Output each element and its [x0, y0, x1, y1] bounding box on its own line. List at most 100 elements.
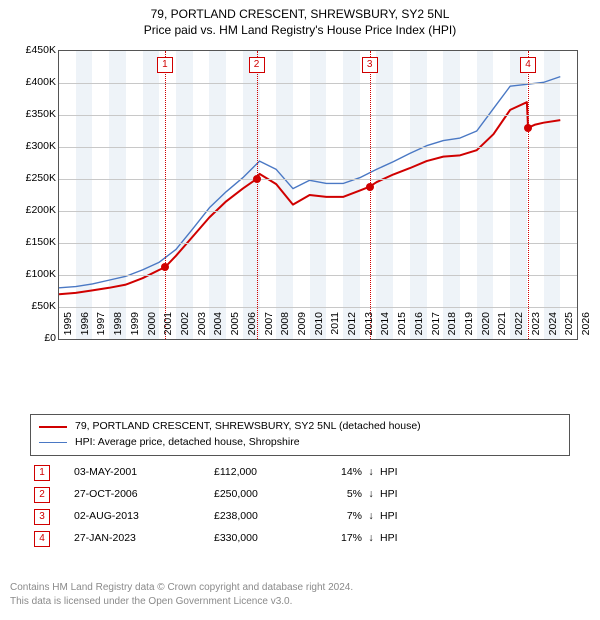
series-line-hpi — [59, 77, 560, 288]
x-axis-tick-label: 2010 — [313, 312, 325, 344]
gridline-h — [59, 307, 577, 308]
y-axis-tick-label: £450K — [10, 44, 56, 56]
transaction-marker-line — [165, 51, 166, 339]
x-axis-tick-label: 1995 — [62, 312, 74, 344]
x-axis-tick-label: 2022 — [513, 312, 525, 344]
x-axis-tick-label: 2026 — [580, 312, 592, 344]
transaction-hpi-label: HPI — [380, 507, 410, 527]
line-layer — [59, 51, 577, 339]
footer-attribution: Contains HM Land Registry data © Crown c… — [10, 581, 353, 608]
y-axis-tick-label: £350K — [10, 108, 56, 120]
x-axis-tick-label: 2021 — [496, 312, 508, 344]
y-axis-tick-label: £0 — [10, 332, 56, 344]
gridline-h — [59, 147, 577, 148]
transaction-marker-label: 2 — [249, 57, 265, 73]
x-axis-tick-label: 2024 — [547, 312, 559, 344]
legend-label: HPI: Average price, detached house, Shro… — [75, 435, 300, 451]
x-axis-tick-label: 2018 — [446, 312, 458, 344]
transaction-price: £250,000 — [214, 485, 314, 505]
transaction-marker-line — [370, 51, 371, 339]
transaction-index-badge: 4 — [34, 531, 50, 547]
transaction-date: 02-AUG-2013 — [74, 507, 214, 527]
x-axis-tick-label: 2017 — [430, 312, 442, 344]
y-axis-tick-label: £100K — [10, 268, 56, 280]
transaction-diff-pct: 5% — [314, 485, 362, 505]
y-axis-tick-label: £150K — [10, 236, 56, 248]
gridline-h — [59, 211, 577, 212]
footer-line1: Contains HM Land Registry data © Crown c… — [10, 581, 353, 595]
transaction-marker-line — [528, 51, 529, 339]
x-axis-tick-label: 2019 — [463, 312, 475, 344]
transaction-row: 2 27-OCT-2006£250,0005%↓HPI — [34, 484, 410, 506]
x-axis-tick-label: 2015 — [396, 312, 408, 344]
x-axis-tick-label: 2006 — [246, 312, 258, 344]
x-axis-tick-label: 1998 — [112, 312, 124, 344]
transaction-index-badge: 2 — [34, 487, 50, 503]
x-axis-tick-label: 2007 — [263, 312, 275, 344]
legend-swatch — [39, 442, 67, 443]
y-axis-tick-label: £250K — [10, 172, 56, 184]
transaction-row: 103-MAY-2001£112,00014%↓HPI — [34, 462, 410, 484]
transaction-diff-pct: 17% — [314, 529, 362, 549]
x-axis-tick-label: 2009 — [296, 312, 308, 344]
x-axis-tick-label: 2014 — [379, 312, 391, 344]
x-axis-tick-label: 2000 — [146, 312, 158, 344]
transaction-hpi-label: HPI — [380, 529, 410, 549]
transaction-index-badge: 1 — [34, 465, 50, 481]
x-axis-tick-label: 2013 — [363, 312, 375, 344]
plot-area: 1 2 3 4 — [58, 50, 578, 340]
x-axis-tick-label: 2011 — [329, 312, 341, 344]
chart-title-line1: 79, PORTLAND CRESCENT, SHREWSBURY, SY2 5… — [0, 6, 600, 22]
chart-title-line2: Price paid vs. HM Land Registry's House … — [0, 22, 600, 38]
gridline-h — [59, 275, 577, 276]
x-axis-tick-label: 2023 — [530, 312, 542, 344]
y-axis-tick-label: £400K — [10, 76, 56, 88]
x-axis-tick-label: 2002 — [179, 312, 191, 344]
transaction-marker-dot — [366, 183, 374, 191]
x-axis-tick-label: 2004 — [212, 312, 224, 344]
transaction-marker-line — [257, 51, 258, 339]
y-axis-tick-label: £50K — [10, 300, 56, 312]
gridline-h — [59, 83, 577, 84]
transaction-marker-dot — [524, 124, 532, 132]
x-axis-tick-label: 2020 — [480, 312, 492, 344]
legend-entry: 79, PORTLAND CRESCENT, SHREWSBURY, SY2 5… — [39, 419, 561, 435]
figure-container: 79, PORTLAND CRESCENT, SHREWSBURY, SY2 5… — [0, 0, 600, 620]
transaction-marker-dot — [253, 175, 261, 183]
transaction-price: £330,000 — [214, 529, 314, 549]
transaction-row: 4 27-JAN-2023£330,00017%↓HPI — [34, 528, 410, 550]
down-arrow-icon: ↓ — [362, 529, 380, 549]
x-axis-tick-label: 2025 — [563, 312, 575, 344]
gridline-h — [59, 115, 577, 116]
x-axis-tick-label: 2001 — [162, 312, 174, 344]
x-axis-tick-label: 1999 — [129, 312, 141, 344]
transaction-hpi-label: HPI — [380, 463, 410, 483]
transaction-marker-label: 3 — [362, 57, 378, 73]
transaction-row: 302-AUG-2013£238,0007%↓HPI — [34, 506, 410, 528]
transaction-marker-label: 1 — [157, 57, 173, 73]
legend-label: 79, PORTLAND CRESCENT, SHREWSBURY, SY2 5… — [75, 419, 421, 435]
down-arrow-icon: ↓ — [362, 463, 380, 483]
chart-title-block: 79, PORTLAND CRESCENT, SHREWSBURY, SY2 5… — [0, 0, 600, 38]
x-axis-tick-label: 2012 — [346, 312, 358, 344]
down-arrow-icon: ↓ — [362, 507, 380, 527]
transactions-table: 103-MAY-2001£112,00014%↓HPI227-OCT-2006£… — [34, 462, 410, 550]
transaction-diff-pct: 14% — [314, 463, 362, 483]
transaction-date: 27-OCT-2006 — [74, 485, 214, 505]
down-arrow-icon: ↓ — [362, 485, 380, 505]
series-line-subject — [59, 102, 560, 294]
x-axis-tick-label: 2008 — [279, 312, 291, 344]
transaction-marker-dot — [161, 263, 169, 271]
transaction-marker-label: 4 — [520, 57, 536, 73]
footer-line2: This data is licensed under the Open Gov… — [10, 595, 353, 609]
transaction-price: £112,000 — [214, 463, 314, 483]
x-axis-tick-label: 2005 — [229, 312, 241, 344]
x-axis-tick-label: 2016 — [413, 312, 425, 344]
y-axis-tick-label: £300K — [10, 140, 56, 152]
transaction-hpi-label: HPI — [380, 485, 410, 505]
legend-swatch — [39, 426, 67, 428]
transaction-price: £238,000 — [214, 507, 314, 527]
x-axis-tick-label: 1997 — [95, 312, 107, 344]
y-axis-tick-label: £200K — [10, 204, 56, 216]
transaction-date: 27-JAN-2023 — [74, 529, 214, 549]
